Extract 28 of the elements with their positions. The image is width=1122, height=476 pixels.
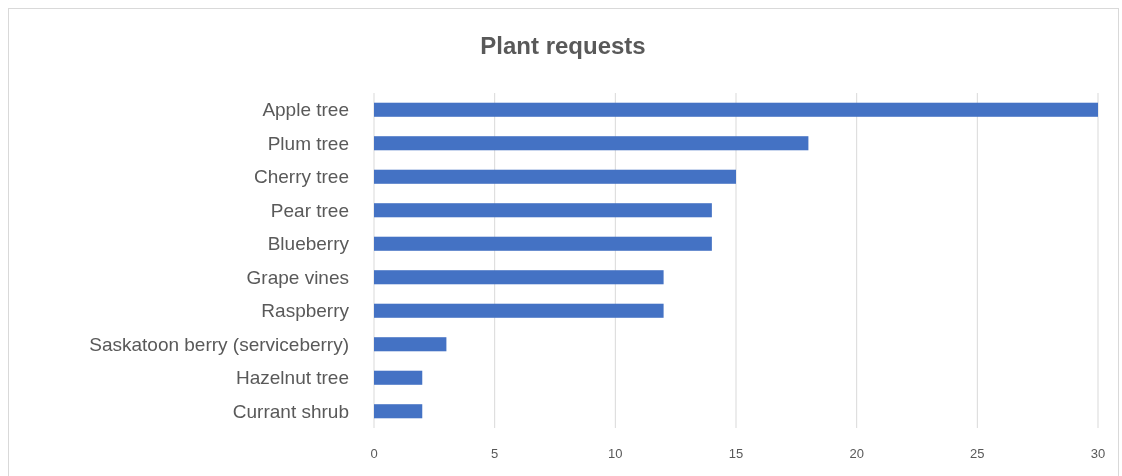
bar [374, 370, 423, 385]
y-tick-label: Hazelnut tree [235, 367, 349, 389]
bar [374, 203, 712, 218]
y-tick-label: Cherry tree [253, 166, 349, 188]
y-tick-label: Blueberry [267, 233, 350, 255]
bar [374, 404, 423, 419]
y-tick-label: Currant shrub [232, 400, 349, 422]
y-tick-label: Apple tree [262, 99, 349, 121]
y-tick-label: Pear tree [270, 199, 349, 221]
bar [374, 169, 736, 184]
x-tick-label: 25 [970, 446, 985, 461]
x-tick-label: 30 [1090, 446, 1106, 461]
chart-title: Plant requests [480, 32, 646, 59]
y-tick-label: Grape vines [246, 266, 349, 288]
x-tick-label: 5 [491, 446, 499, 461]
x-tick-label: 15 [728, 446, 744, 461]
y-tick-label: Plum tree [267, 132, 349, 154]
bar [374, 270, 664, 285]
y-tick-label: Raspberry [261, 300, 350, 322]
bar [374, 236, 712, 251]
bar [374, 136, 809, 151]
x-tick-label: 0 [370, 446, 378, 461]
bar [374, 303, 664, 318]
x-tick-label: 10 [608, 446, 623, 461]
y-tick-label: Saskatoon berry (serviceberry) [89, 333, 349, 355]
bar [374, 102, 1098, 117]
x-tick-label: 20 [849, 446, 864, 461]
bar [374, 337, 447, 352]
